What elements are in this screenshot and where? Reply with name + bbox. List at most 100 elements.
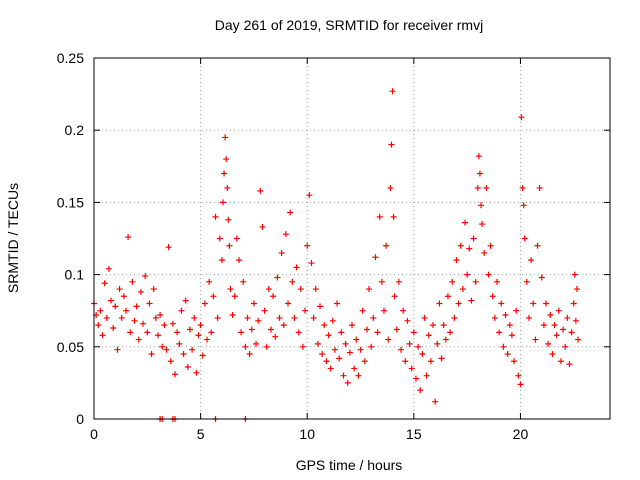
data-point	[129, 278, 136, 285]
data-point	[112, 303, 119, 310]
y-axis-ticks: 0 0.05 0.1 0.15 0.2 0.25	[57, 50, 610, 427]
data-point	[504, 351, 511, 358]
data-point	[519, 184, 526, 191]
data-point	[312, 286, 319, 293]
data-point	[142, 273, 149, 280]
data-point	[421, 314, 428, 321]
data-point	[540, 322, 547, 329]
data-point	[489, 293, 496, 300]
data-point	[105, 265, 112, 272]
data-point	[447, 329, 454, 336]
data-point	[483, 184, 490, 191]
data-point	[518, 114, 525, 121]
data-point	[415, 343, 422, 350]
data-point	[167, 358, 174, 365]
data-point	[319, 351, 326, 358]
x-tick-label: 5	[197, 426, 205, 442]
data-point	[206, 278, 213, 285]
data-point	[114, 346, 121, 353]
data-point	[231, 293, 238, 300]
data-point	[261, 307, 268, 314]
data-point	[391, 293, 398, 300]
data-point	[496, 329, 503, 336]
x-tick-label: 0	[90, 426, 98, 442]
data-point	[453, 257, 460, 264]
data-point	[246, 351, 253, 358]
data-point	[449, 278, 456, 285]
y-tick-label: 0.2	[65, 122, 85, 138]
data-point	[323, 358, 330, 365]
data-point	[359, 307, 366, 314]
data-point	[402, 358, 409, 365]
data-point	[487, 242, 494, 249]
data-point	[222, 134, 229, 141]
data-point	[163, 346, 170, 353]
data-point	[491, 314, 498, 321]
data-point	[419, 351, 426, 358]
data-point	[374, 329, 381, 336]
data-point	[340, 372, 347, 379]
data-point	[466, 245, 473, 252]
data-point	[157, 312, 164, 319]
data-point	[434, 340, 441, 347]
data-point	[451, 314, 458, 321]
data-point	[570, 300, 577, 307]
data-point	[238, 329, 245, 336]
data-point	[530, 300, 537, 307]
data-point	[425, 332, 432, 339]
data-point	[250, 300, 257, 307]
data-point	[508, 332, 515, 339]
data-point	[178, 307, 185, 314]
data-point	[287, 209, 294, 216]
data-point	[226, 242, 233, 249]
data-point	[423, 372, 430, 379]
data-point	[282, 231, 289, 238]
data-point	[376, 213, 383, 220]
data-point	[131, 317, 138, 324]
grid-lines	[94, 58, 610, 419]
data-point	[353, 336, 360, 343]
data-point	[327, 365, 334, 372]
x-tick-label: 10	[299, 426, 315, 442]
data-point	[308, 260, 315, 267]
data-point	[459, 286, 466, 293]
data-point	[144, 329, 151, 336]
data-point	[380, 307, 387, 314]
x-tick-label: 15	[406, 426, 422, 442]
data-point	[498, 300, 505, 307]
data-point	[242, 343, 249, 350]
data-point	[224, 184, 231, 191]
data-point	[227, 286, 234, 293]
data-point	[349, 322, 355, 329]
data-point	[368, 343, 375, 350]
data-point	[357, 346, 364, 353]
data-point	[455, 300, 462, 307]
data-point	[148, 351, 155, 358]
data-point	[299, 343, 306, 350]
data-point	[532, 336, 539, 343]
data-point	[146, 300, 153, 307]
data-point	[506, 322, 513, 329]
data-point	[120, 293, 127, 300]
data-point	[137, 288, 144, 295]
data-point	[474, 184, 481, 191]
data-point	[229, 312, 236, 319]
data-point	[225, 216, 232, 223]
data-point	[372, 254, 379, 261]
data-point	[389, 88, 396, 95]
data-point	[543, 300, 550, 307]
data-point	[331, 346, 338, 353]
data-point	[410, 329, 417, 336]
data-point	[216, 235, 223, 242]
data-point	[172, 371, 179, 378]
data-point	[108, 297, 115, 304]
data-points	[91, 88, 582, 422]
data-point	[182, 297, 189, 304]
data-point	[233, 235, 240, 242]
data-point	[274, 274, 281, 281]
data-point	[253, 340, 260, 347]
data-point	[263, 343, 270, 350]
data-point	[547, 312, 554, 319]
data-point	[204, 336, 211, 343]
